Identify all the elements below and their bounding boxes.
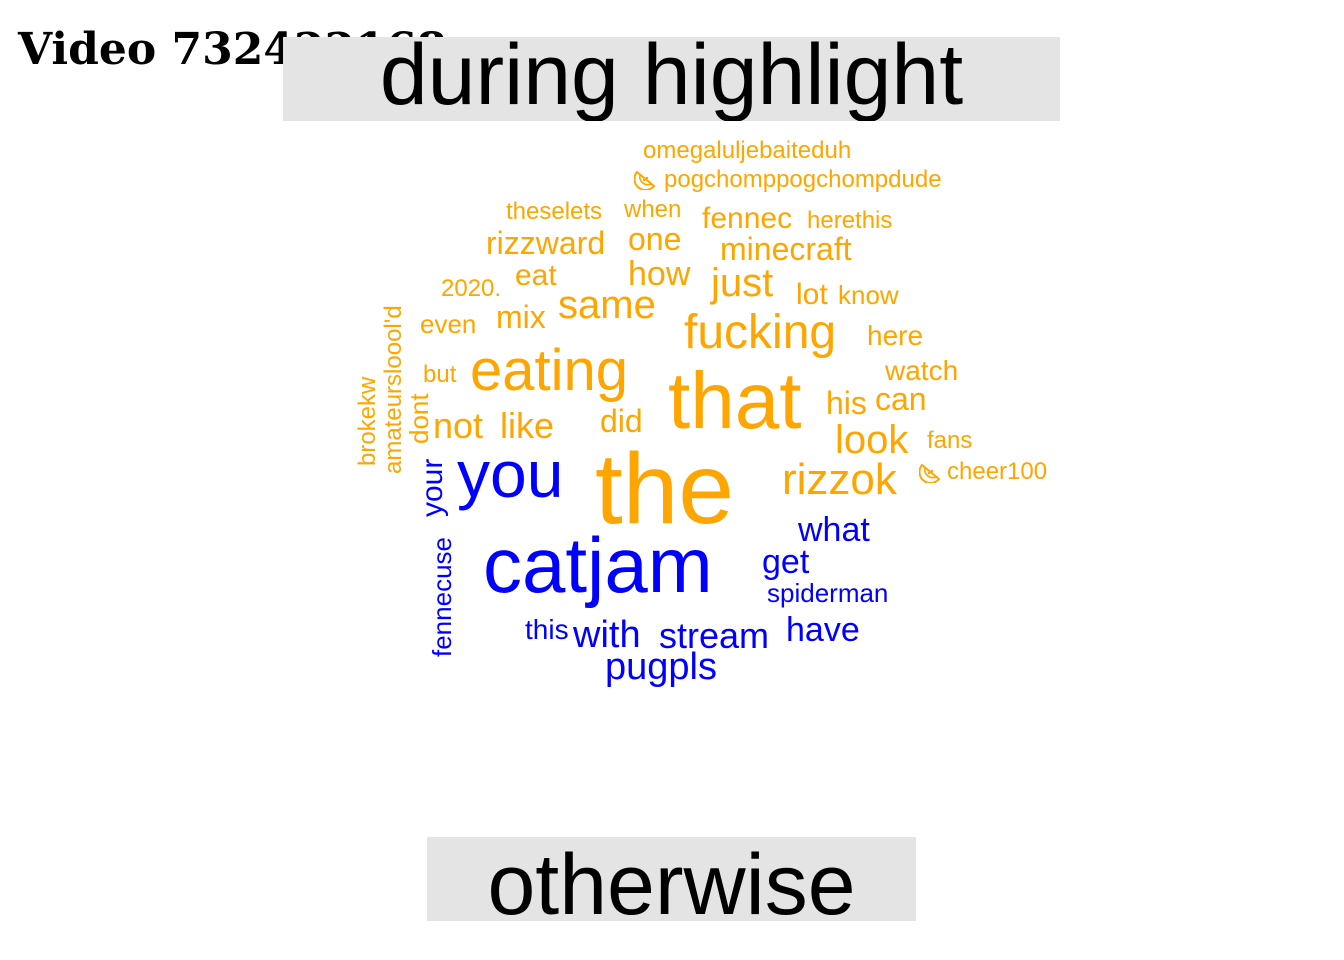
watermelon-emote-icon [919,463,941,483]
word-stream: stream [659,615,769,656]
word-rizzward: rizzward [486,225,605,261]
word-lot: lot [796,278,828,311]
word-eating: eating [470,338,628,403]
word-look: look [835,418,909,462]
word-what: what [797,511,870,549]
word-amateursloool-d: amateursloool'd [380,305,407,474]
word-same: same [558,283,656,327]
word-get: get [762,543,810,581]
word-watch: watch [884,355,958,386]
word-know: know [838,280,899,310]
word-rizzok: rizzok [782,455,898,504]
word-fans: fans [927,427,972,454]
word-that: that [668,356,801,445]
word-but: but [423,361,457,388]
word-pugpls: pugpls [605,646,717,688]
word-2020: 2020. [441,275,501,302]
word-cheer100: cheer100 [947,458,1047,485]
word-dont: dont [404,393,434,444]
word-have: have [786,611,860,649]
watermelon-emote-icon [634,170,656,190]
word-with: with [572,614,641,656]
word-pogchomppogchompdude: pogchomppogchompdude [664,166,942,193]
word-fucking: fucking [684,306,836,359]
word-minecraft: minecraft [720,231,852,267]
word-can: can [875,381,927,417]
word-herethis: herethis [807,207,892,234]
word-here: here [867,320,923,351]
label-during-highlight: during highlight [283,37,1060,121]
word-fennecuse: fennecuse [427,537,457,657]
word-did: did [600,403,643,439]
word-mix: mix [496,299,546,335]
word-omegaluljebaiteduh: omegaluljebaiteduh [643,137,851,164]
word-your: your [416,459,449,517]
word-his: his [826,385,867,421]
word-one: one [628,221,681,257]
word-like: like [500,405,554,446]
word-the: the [595,433,734,545]
word-catjam: catjam [483,521,713,609]
word-fennec: fennec [702,202,792,235]
word-not: not [433,405,483,446]
word-brokekw: brokekw [354,376,381,466]
word-this: this [525,614,569,645]
label-otherwise: otherwise [427,837,916,921]
word-eat: eat [515,259,557,292]
word-when: when [623,196,681,223]
word-you: you [457,437,563,511]
word-even: even [420,309,476,339]
word-spiderman: spiderman [767,578,888,608]
word-just: just [710,261,773,305]
word-how: how [628,255,691,293]
word-theselets: theselets [506,198,602,225]
